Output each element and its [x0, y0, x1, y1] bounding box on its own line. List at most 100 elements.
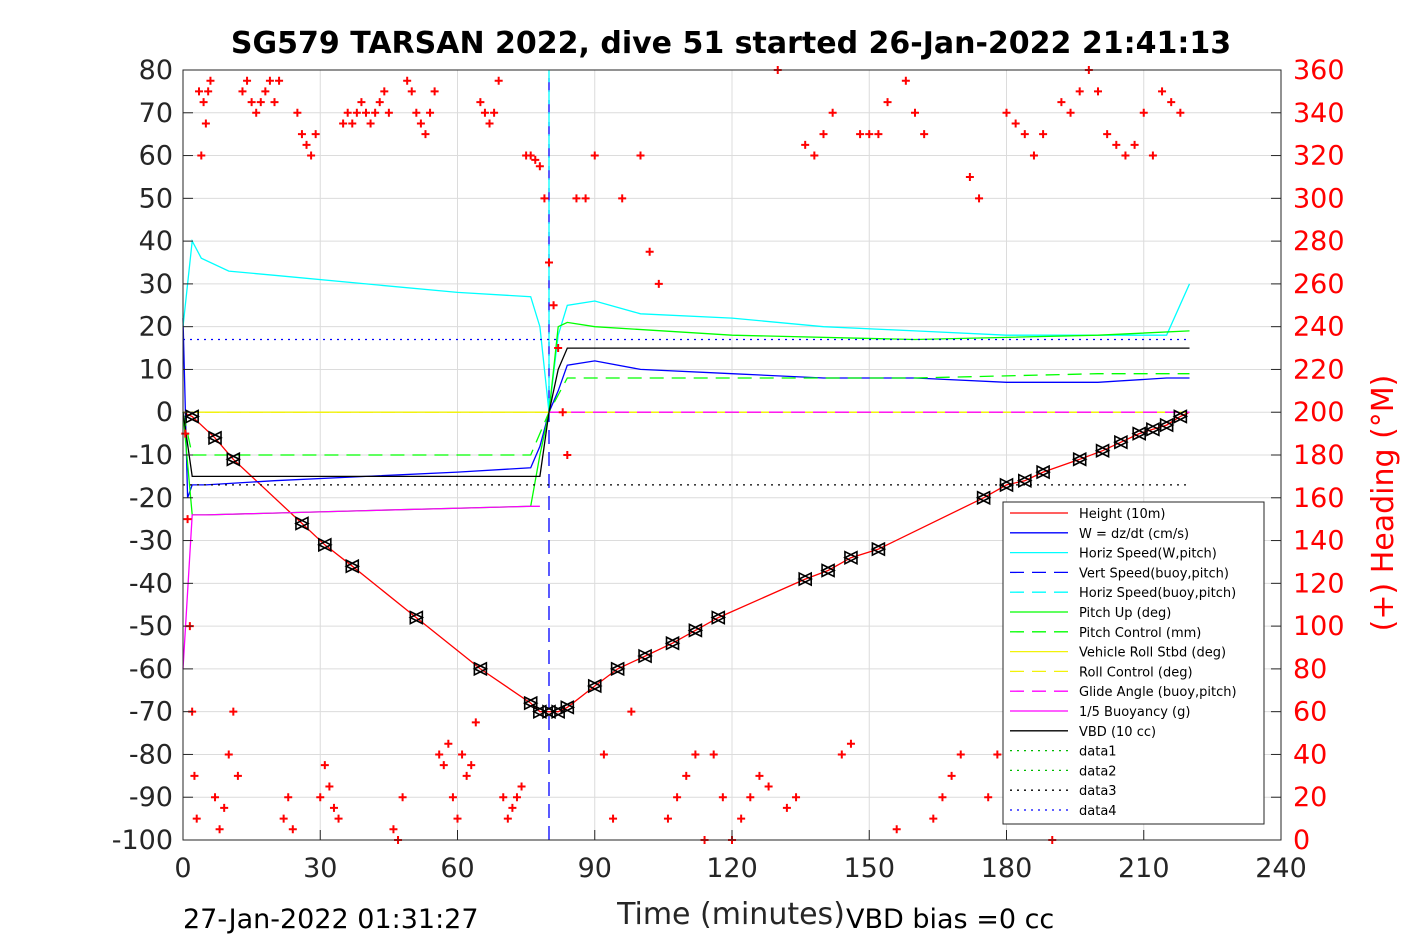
y-tick-label: -20 — [129, 483, 173, 514]
heading-point — [1094, 87, 1102, 96]
heading-point — [746, 793, 755, 802]
heading-point — [512, 793, 521, 802]
heading-point — [956, 750, 965, 759]
heading-point — [1121, 151, 1130, 160]
chart-title: SG579 TARSAN 2022, dive 51 started 26-Ja… — [231, 26, 1231, 61]
heading-point — [190, 771, 199, 780]
plot-area — [182, 70, 1191, 840]
heading-point — [874, 130, 883, 139]
heading-point — [1130, 140, 1139, 149]
heading-point — [810, 151, 819, 160]
heading-point — [215, 825, 224, 834]
heading-point — [535, 162, 544, 171]
depth-marker-back — [408, 610, 424, 625]
heading-point — [485, 119, 494, 128]
y-tick-label: -50 — [129, 611, 173, 642]
heading-point — [494, 76, 503, 85]
heading-point — [938, 793, 947, 802]
depth-marker-back — [1035, 464, 1050, 480]
heading-point — [558, 408, 567, 417]
y-right-tick-label: 360 — [1293, 55, 1345, 86]
depth-marker-back — [207, 430, 222, 446]
footer-vbd-bias: VBD bias =0 cc — [846, 904, 1054, 935]
heading-point — [856, 130, 865, 139]
heading-point — [1158, 87, 1167, 96]
heading-point — [1002, 108, 1011, 117]
heading-point — [1029, 151, 1038, 160]
y-right-tick-label: 200 — [1293, 397, 1345, 428]
y-right-tick-label: 160 — [1293, 483, 1345, 514]
heading-point — [540, 194, 549, 203]
depth-marker-back — [687, 623, 703, 638]
heading-point — [737, 814, 746, 823]
heading-point — [311, 130, 320, 139]
heading-point — [316, 793, 325, 802]
depth-marker-back — [1071, 451, 1087, 467]
depth-marker-back — [797, 571, 813, 587]
y-tick-label: 80 — [139, 55, 173, 86]
heading-point — [581, 194, 590, 203]
heading-point — [435, 750, 444, 759]
heading-point — [334, 814, 343, 823]
heading-point — [554, 344, 563, 353]
y-right-tick-label: 60 — [1293, 697, 1327, 728]
heading-point — [211, 793, 220, 802]
heading-point — [1057, 98, 1066, 107]
depth-marker-back — [870, 541, 886, 557]
legend-label-8: Roll Control (deg) — [1079, 665, 1193, 680]
heading-point — [320, 761, 329, 770]
heading-point — [247, 98, 256, 107]
heading-point — [663, 814, 672, 823]
heading-point — [682, 771, 691, 780]
heading-point — [499, 793, 508, 802]
heading-point — [238, 87, 247, 96]
y-tick-label: -90 — [129, 782, 173, 813]
heading-point — [801, 140, 810, 149]
heading-point — [252, 108, 261, 117]
x-tick-label: 90 — [578, 853, 612, 884]
heading-point — [288, 825, 297, 834]
depth-marker-back — [1131, 426, 1146, 441]
heading-point — [403, 76, 412, 85]
heading-point — [837, 750, 846, 759]
heading-point — [645, 247, 654, 256]
series-line-2 — [182, 238, 1191, 413]
heading-point — [357, 98, 366, 107]
heading-point — [764, 782, 773, 791]
depth-marker-back — [1113, 434, 1128, 450]
heading-point — [920, 130, 929, 139]
heading-point — [416, 119, 425, 128]
legend-label-6: Pitch Control (mm) — [1079, 626, 1201, 641]
y-tick-label: 10 — [139, 354, 173, 385]
heading-point — [709, 750, 718, 759]
heading-point — [284, 793, 293, 802]
legend-label-4: Horiz Speed(buoy,pitch) — [1079, 586, 1236, 601]
y-tick-label: -80 — [129, 739, 173, 770]
heading-point — [1011, 119, 1020, 128]
depth-marker-back — [1158, 417, 1174, 433]
depth-marker-back — [1017, 473, 1032, 488]
legend-label-13: data2 — [1079, 764, 1117, 779]
y-right-tick-labels: 3603403203002802602402202001801601401201… — [1293, 55, 1345, 856]
heading-point — [1112, 140, 1121, 149]
heading-point — [204, 87, 213, 96]
heading-point — [1075, 87, 1084, 96]
heading-point — [531, 155, 540, 164]
y-right-tick-label: 240 — [1293, 312, 1345, 343]
heading-point — [384, 108, 393, 117]
heading-point — [220, 803, 229, 812]
heading-point — [975, 194, 984, 203]
depth-marker-back — [637, 648, 652, 664]
heading-point — [352, 108, 361, 117]
legend-label-0: Height (10m) — [1079, 507, 1165, 522]
heading-point — [563, 451, 572, 459]
y-tick-label: 0 — [156, 397, 173, 428]
legend-label-15: data4 — [1079, 804, 1117, 819]
heading-point — [448, 793, 457, 802]
heading-point — [627, 707, 636, 716]
heading-point — [362, 108, 370, 117]
heading-point — [407, 87, 416, 96]
y-tick-label: 50 — [139, 183, 173, 214]
heading-point — [412, 108, 421, 117]
